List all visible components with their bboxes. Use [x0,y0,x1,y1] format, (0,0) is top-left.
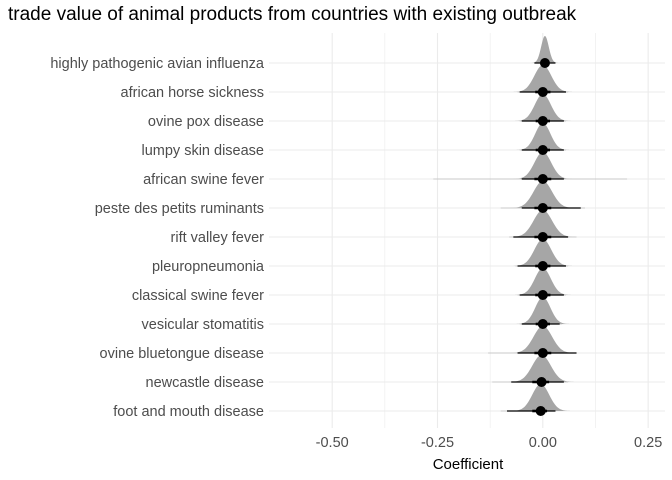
category-label: african swine fever [143,172,264,188]
point-estimate [537,261,548,271]
point-estimate [537,348,548,358]
point-estimate [537,145,548,155]
density-curve [502,94,583,121]
x-tick-label: 0.25 [634,435,662,451]
x-tick-label: 0.00 [529,435,557,451]
category-label: foot and mouth disease [113,404,264,420]
point-estimate [537,87,548,97]
category-label: peste des petits ruminants [95,201,264,217]
density-curve [496,210,590,237]
point-estimates [535,58,550,416]
density-shapes [495,36,590,411]
x-tick-label: -0.25 [421,435,454,451]
density-curve [525,36,564,63]
category-labels: highly pathogenic avian influenza african… [50,56,265,420]
density-curve [502,268,583,295]
point-estimate [535,406,546,416]
category-label: lumpy skin disease [142,143,265,159]
point-estimate [537,232,548,242]
density-curve [500,152,585,179]
x-axis-title: Coefficient [433,456,504,473]
density-curve [500,65,585,92]
density-curve [496,181,590,208]
chart-title: trade value of animal products from coun… [8,4,577,25]
density-curve [504,297,581,324]
category-label: vesicular stomatitis [142,317,264,333]
x-tick-labels: -0.50 -0.25 0.00 0.25 [316,435,663,451]
point-estimate [536,377,547,387]
point-estimate [537,319,548,329]
category-label: highly pathogenic avian influenza [50,56,265,72]
density-curve [504,123,581,150]
point-estimate [537,290,548,300]
x-tick-label: -0.50 [316,435,349,451]
density-curve [500,239,585,266]
density-curve [496,326,590,353]
category-label: pleuropneumonia [152,259,265,275]
point-estimate [537,174,548,184]
grid-lines [269,33,665,428]
point-estimate [537,116,548,126]
category-label: newcastle disease [146,375,265,391]
category-label: ovine bluetongue disease [100,346,264,362]
point-estimate [537,203,548,213]
density-curve [495,355,588,382]
category-label: ovine pox disease [148,114,264,130]
density-curve [498,384,583,411]
category-label: african horse sickness [121,85,264,101]
category-label: classical swine fever [132,288,264,304]
category-label: rift valley fever [171,230,265,246]
point-estimate [539,58,550,68]
